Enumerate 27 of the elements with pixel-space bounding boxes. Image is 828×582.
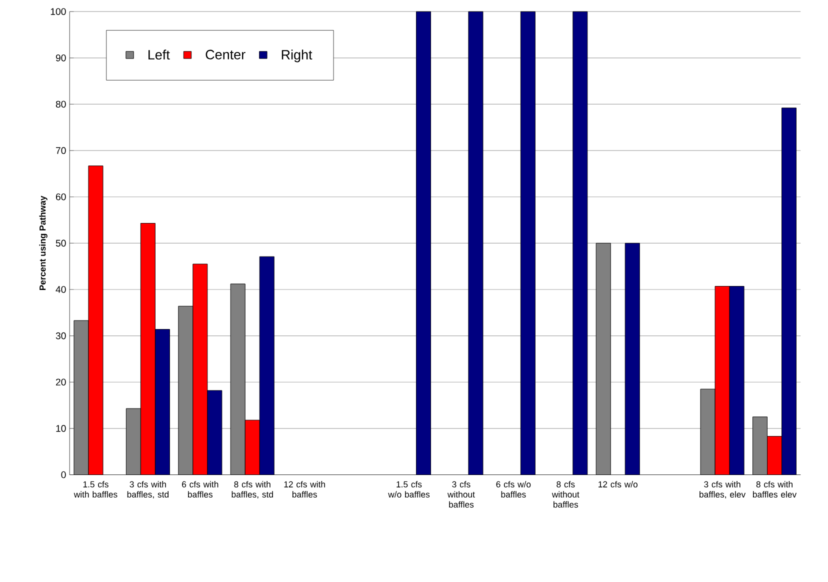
x-tick-label: 8 cfs with baffles, std xyxy=(232,481,273,499)
legend-label: Center xyxy=(206,50,246,60)
y-tick-label: 60 xyxy=(56,193,66,200)
y-tick-label: 40 xyxy=(56,286,66,293)
x-tick-label: 12 cfs w/o xyxy=(598,481,638,488)
x-tick-label: 12 cfs with baffles xyxy=(284,481,325,498)
x-tick-label: 6 cfs w/o baffles xyxy=(496,481,531,498)
x-tick-label: 1.5 cfs w/o baffles xyxy=(388,481,430,498)
x-tick-label: 6 cfs with baffles xyxy=(182,481,218,498)
y-tick-label: 0 xyxy=(61,471,66,478)
y-tick-label: 10 xyxy=(56,424,66,432)
x-tick-label: 3 cfs without baffles xyxy=(447,481,475,508)
y-tick-label: 80 xyxy=(56,100,66,108)
y-axis-title: Percent using Pathway xyxy=(39,196,48,290)
x-tick-label: 1.5 cfs with baffles xyxy=(74,481,118,498)
x-tick-label: 8 cfs without baffles xyxy=(552,481,580,508)
y-tick-label: 30 xyxy=(56,332,66,340)
legend-label: Right xyxy=(282,50,312,62)
x-tick-label: 3 cfs with baffles, elev xyxy=(700,481,746,499)
y-tick-label: 20 xyxy=(56,378,66,386)
y-tick-label: 90 xyxy=(56,54,66,62)
x-tick-label: 8 cfs with baffles elev xyxy=(752,481,797,498)
y-tick-label: 100 xyxy=(50,8,66,15)
legend-label: Left xyxy=(148,50,170,60)
x-tick-label: 3 cfs with baffles, std xyxy=(127,481,169,499)
y-tick-label: 70 xyxy=(56,147,66,154)
y-tick-label: 50 xyxy=(56,240,66,247)
